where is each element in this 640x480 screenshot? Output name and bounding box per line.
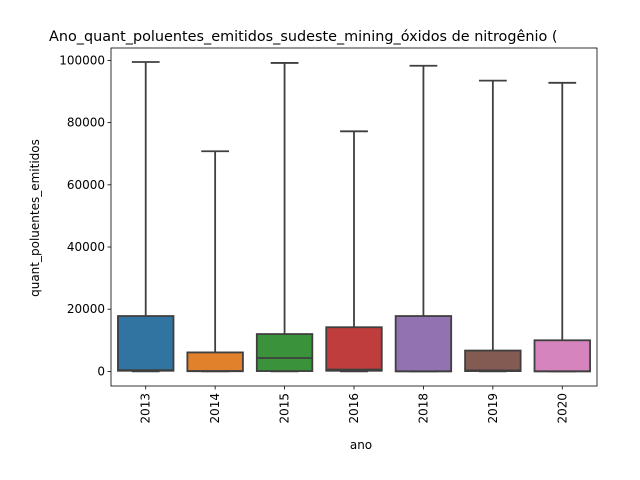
x-tick-label: 2014 xyxy=(208,393,222,424)
box-2014 xyxy=(186,351,244,373)
box-2015 xyxy=(255,333,314,372)
y-tick-label: 0 xyxy=(97,364,105,378)
box-2013 xyxy=(117,315,175,372)
box-2018 xyxy=(394,315,453,373)
axes-frame xyxy=(110,47,598,387)
box-2020 xyxy=(533,339,591,373)
y-tick-label: 80000 xyxy=(67,116,105,130)
box-2019 xyxy=(464,349,522,372)
y-tick-label: 60000 xyxy=(67,178,105,192)
x-tick-label: 2015 xyxy=(278,393,292,424)
y-tick-label: 20000 xyxy=(67,302,105,316)
y-tick-label: 100000 xyxy=(59,53,105,67)
x-axis-label: ano xyxy=(350,438,372,452)
y-axis-label: quant_poluentes_emitidos xyxy=(28,139,42,297)
x-tick-label: 2020 xyxy=(555,393,569,424)
x-tick-label: 2016 xyxy=(347,393,361,424)
y-tick-label: 40000 xyxy=(67,240,105,254)
chart-title: Ano_quant_poluentes_emitidos_sudeste_min… xyxy=(49,29,557,45)
x-tick-label: 2018 xyxy=(416,393,430,424)
x-tick-label: 2013 xyxy=(139,393,153,424)
x-tick-label: 2019 xyxy=(486,393,500,424)
plot-area: 0 20000 40000 60000 80000 100000 2013 2014 2015 2… xyxy=(59,47,598,424)
box-2016 xyxy=(325,326,383,372)
